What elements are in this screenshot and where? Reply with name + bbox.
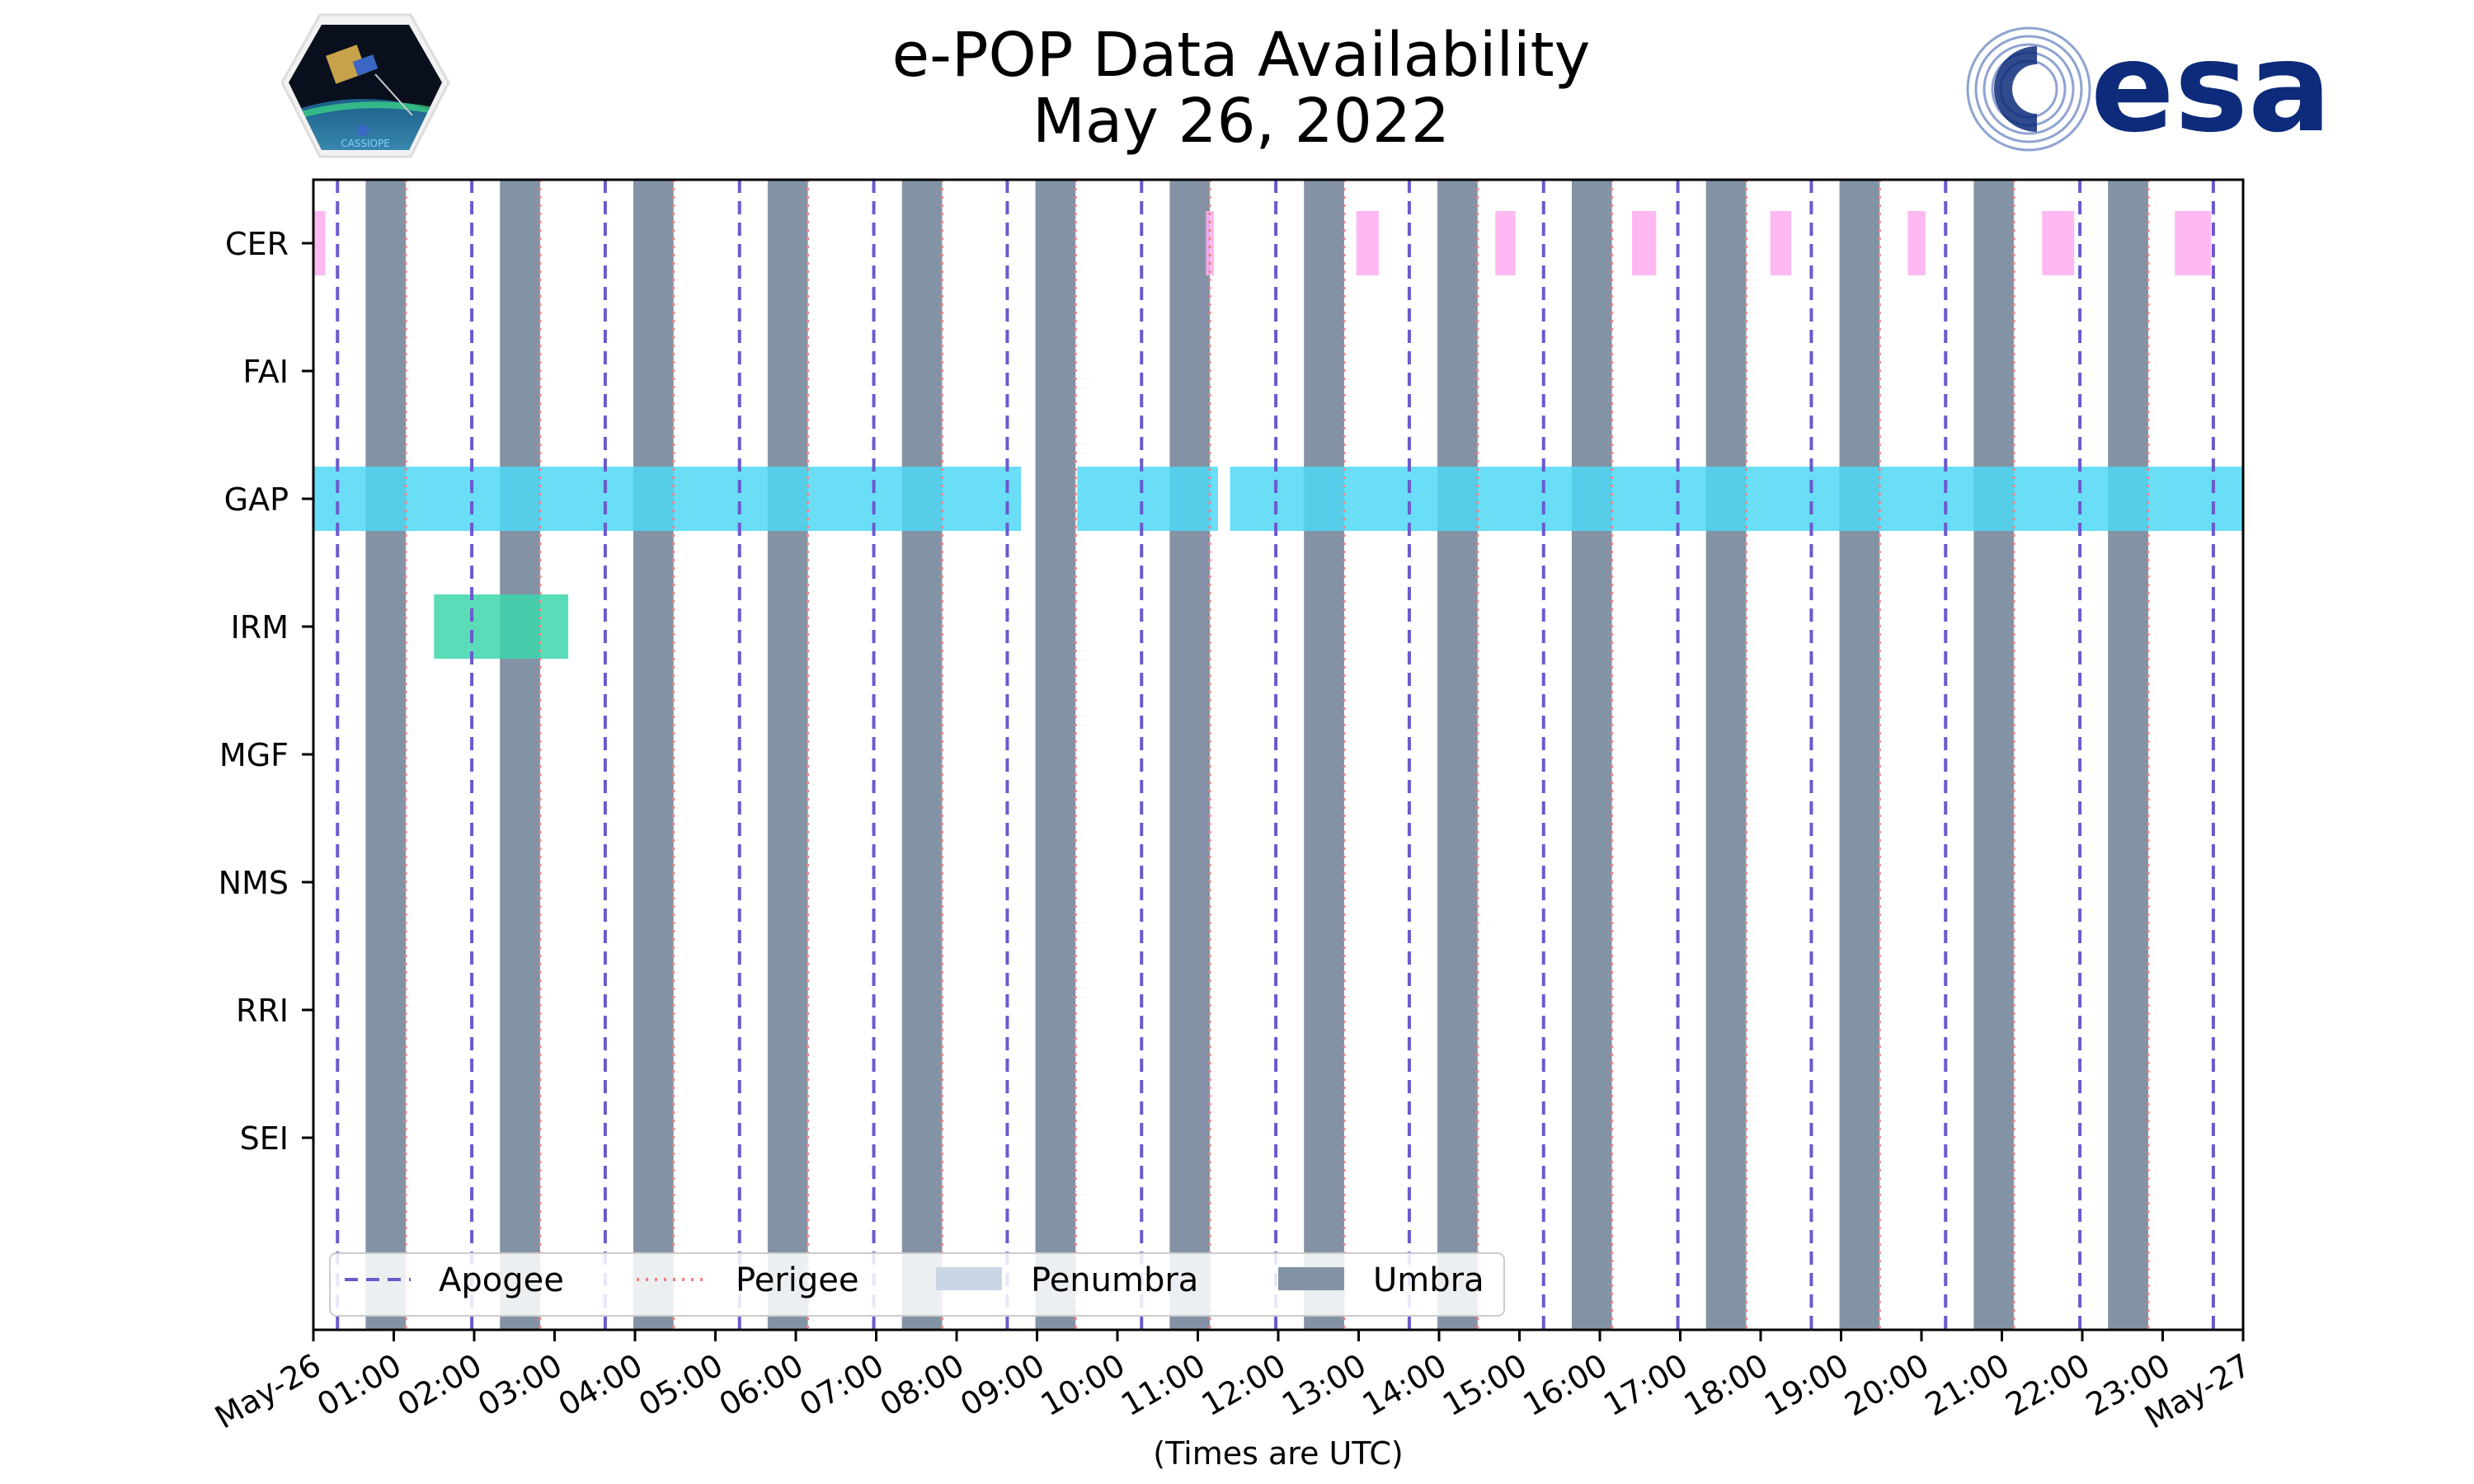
x-tick-label-6: 06:00 <box>713 1346 810 1423</box>
x-tick-label-8: 08:00 <box>874 1346 971 1423</box>
bar-gap-0 <box>313 467 1021 531</box>
bar-cer-0 <box>313 211 326 275</box>
legend-box <box>329 1252 1505 1317</box>
bar-cer-1 <box>1206 211 1214 275</box>
bar-cer-3 <box>1495 211 1516 275</box>
x-tick-label-14: 14:00 <box>1357 1346 1453 1423</box>
esa-logo-swirl <box>1966 26 2091 152</box>
x-tick-label-20: 20:00 <box>1839 1346 1935 1423</box>
bar-gap-2 <box>1230 467 2243 531</box>
umbra-band-10 <box>1705 180 1747 1330</box>
x-tick-label-21: 21:00 <box>1919 1346 2015 1423</box>
x-tick-label-3: 03:00 <box>472 1346 568 1423</box>
umbra-band-11 <box>1839 180 1880 1330</box>
legend-penumbra-label: Penumbra <box>1031 1261 1198 1299</box>
bar-irm-0 <box>434 594 569 659</box>
legend: Apogee Perigee Penumbra Umbra <box>329 1252 1505 1317</box>
x-tick-label-22: 22:00 <box>2000 1346 2096 1423</box>
bar-cer-5 <box>1770 211 1792 275</box>
x-tick-label-7: 07:00 <box>793 1346 890 1423</box>
x-axis: May-2601:0002:0003:0004:0005:0006:0007:0… <box>209 1330 2257 1436</box>
esa-logo-label: esa <box>2091 16 2331 160</box>
esa-logo: esa <box>1966 16 2331 160</box>
availability-bars <box>313 211 2243 659</box>
x-tick-label-18: 18:00 <box>1678 1346 1775 1423</box>
orbit-lines <box>336 180 2215 1330</box>
x-axis-label: (Times are UTC) <box>1153 1435 1403 1472</box>
bar-cer-2 <box>1356 211 1379 275</box>
x-tick-label-4: 04:00 <box>553 1346 649 1423</box>
y-tick-label-nms: NMS <box>219 865 289 901</box>
legend-umbra-label: Umbra <box>1373 1261 1484 1299</box>
y-tick-label-sei: SEI <box>240 1120 289 1157</box>
umbra-band-12 <box>1973 180 2015 1330</box>
x-tick-label-12: 12:00 <box>1196 1346 1292 1423</box>
umbra-band-8 <box>1437 180 1478 1330</box>
umbra-band-2 <box>633 180 674 1330</box>
x-tick-label-13: 13:00 <box>1276 1346 1372 1423</box>
y-tick-label-gap: GAP <box>224 481 289 518</box>
x-tick-label-0: May-26 <box>209 1346 327 1435</box>
cassiope-logo-label: CASSIOPE <box>341 138 390 149</box>
chart-title: e-POP Data Availability <box>892 20 1591 91</box>
y-tick-label-mgf: MGF <box>219 737 289 773</box>
y-tick-label-rri: RRI <box>236 993 289 1029</box>
umbra-band-13 <box>2108 180 2148 1330</box>
umbra-band-6 <box>1169 180 1211 1330</box>
bar-cer-6 <box>1907 211 1926 275</box>
bar-cer-7 <box>2042 211 2075 275</box>
plot-frame <box>312 178 2245 1331</box>
x-tick-label-11: 11:00 <box>1115 1346 1211 1423</box>
umbra-band-5 <box>1035 180 1076 1330</box>
legend-apogee-label: Apogee <box>439 1261 564 1299</box>
bar-cer-4 <box>1632 211 1657 275</box>
y-axis: CER FAI GAP IRM MGF NMS RRI SEI <box>219 226 313 1157</box>
legend-umbra-swatch <box>1278 1267 1344 1290</box>
umbra-band-0 <box>365 180 407 1330</box>
umbra-band-3 <box>767 180 808 1330</box>
bar-cer-8 <box>2175 211 2211 275</box>
umbra-band-1 <box>500 180 540 1330</box>
umbra-bands <box>365 180 2148 1330</box>
umbra-band-4 <box>901 180 943 1330</box>
x-tick-label-15: 15:00 <box>1437 1346 1533 1423</box>
x-tick-label-5: 05:00 <box>633 1346 729 1423</box>
chart-subtitle: May 26, 2022 <box>1032 86 1450 157</box>
y-tick-label-irm: IRM <box>231 609 289 646</box>
umbra-band-7 <box>1304 180 1344 1330</box>
umbra-band-9 <box>1571 180 1612 1330</box>
x-tick-label-19: 19:00 <box>1758 1346 1855 1423</box>
x-tick-label-10: 10:00 <box>1035 1346 1131 1423</box>
x-tick-label-16: 16:00 <box>1517 1346 1614 1423</box>
y-tick-label-fai: FAI <box>242 354 289 390</box>
y-tick-label-cer: CER <box>225 226 289 262</box>
legend-penumbra-swatch <box>936 1267 1002 1290</box>
x-tick-label-9: 09:00 <box>954 1346 1051 1423</box>
x-tick-label-1: 01:00 <box>311 1346 407 1423</box>
x-tick-label-17: 17:00 <box>1597 1346 1694 1423</box>
bar-gap-1 <box>1077 467 1218 531</box>
legend-perigee-label: Perigee <box>736 1261 858 1299</box>
x-tick-label-2: 02:00 <box>392 1346 488 1423</box>
